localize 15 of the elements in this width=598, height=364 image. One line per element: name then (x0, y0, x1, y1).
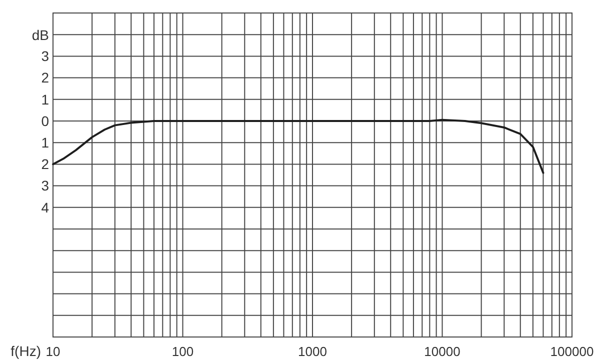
y-tick-label: 0 (41, 112, 50, 129)
x-tick-label: 10000 (424, 344, 460, 359)
x-axis-title: f(Hz) (10, 343, 41, 359)
y-axis-title: dB (32, 26, 49, 43)
y-tick-label: 1 (41, 134, 50, 150)
y-tick-label: 1 (41, 91, 50, 108)
y-tick-label: 4 (41, 199, 50, 216)
x-tick-label: 10 (46, 344, 60, 359)
x-tick-label: 100 (172, 344, 194, 359)
x-tick-label: 1000 (298, 344, 327, 359)
x-tick-label: 100000 (550, 344, 594, 359)
y-tick-label: 2 (41, 70, 50, 86)
y-tick-label: 3 (41, 178, 50, 194)
y-tick-label: 2 (41, 156, 50, 172)
y-tick-label: 3 (41, 48, 50, 64)
